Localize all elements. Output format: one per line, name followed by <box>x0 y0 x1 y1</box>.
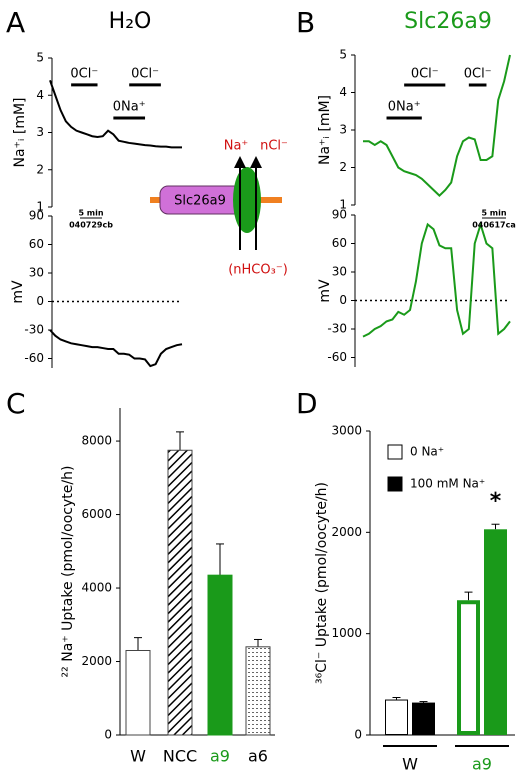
condition-label: 0Na⁺ <box>388 100 421 115</box>
y-tick-label: 30 <box>332 265 347 279</box>
recording-id: 040617ca <box>472 221 516 230</box>
y-tick-label: -30 <box>327 322 347 336</box>
trace <box>49 329 183 368</box>
x-tick-label: W <box>130 747 146 766</box>
transporter-diagram: Slc26a9 Na⁺ nCl⁻ (nHCO₃⁻) <box>150 139 288 278</box>
condition-label: 0Na⁺ <box>113 99 146 114</box>
y-tick-label: 2 <box>36 162 44 176</box>
bar <box>125 649 151 736</box>
y-tick-label: 90 <box>29 209 44 223</box>
y-tick-label: 60 <box>332 236 347 250</box>
recording-id: 040729cb <box>69 221 113 230</box>
legend-label: 100 mM Na⁺ <box>410 477 485 491</box>
y-tick-label: 5 <box>339 48 347 62</box>
y-tick-label: 1 <box>339 198 347 212</box>
bar <box>457 600 480 736</box>
y-axis-label: Na⁺ᵢ [mM] <box>317 95 333 165</box>
condition-label: 0Cl⁻ <box>70 66 98 81</box>
y-tick-label: 30 <box>29 266 44 280</box>
y-tick-label: -60 <box>327 350 347 364</box>
panel-label: B <box>296 6 315 39</box>
arrowhead <box>250 156 262 168</box>
condition-label: 0Cl⁻ <box>131 66 159 81</box>
bar <box>412 702 435 735</box>
y-axis-label: ³⁶Cl⁻ Uptake (pmol/oocyte/h) <box>314 482 330 684</box>
panel-label: D <box>296 387 318 420</box>
arrowhead <box>234 156 246 168</box>
condition-label: 0Cl⁻ <box>464 67 492 82</box>
y-tick-label: 2000 <box>81 654 112 668</box>
y-tick-label: 3 <box>339 123 347 137</box>
chart-title: Slc26a9 <box>404 9 492 34</box>
legend-label: 0 Na⁺ <box>410 445 444 459</box>
y-axis-label: Na⁺ᵢ [mM] <box>12 97 28 167</box>
y-tick-label: 0 <box>36 294 44 308</box>
panel-label: A <box>6 6 25 39</box>
y-tick-label: 5 <box>36 51 44 65</box>
condition-label: 0Cl⁻ <box>411 67 439 82</box>
y-axis-label: mV <box>10 280 26 304</box>
bar <box>245 646 271 736</box>
x-tick-label: a9 <box>210 747 230 766</box>
trace <box>362 221 511 338</box>
y-tick-label: 2 <box>339 160 347 174</box>
x-tick-label: W <box>402 755 418 774</box>
x-tick-label: a6 <box>248 747 268 766</box>
scale-label: 5 min <box>78 209 103 218</box>
bar <box>207 574 233 736</box>
y-tick-label: 8000 <box>81 434 112 448</box>
ion-label: (nHCO₃⁻) <box>228 263 288 278</box>
bar <box>167 449 193 736</box>
scale-label: 5 min <box>481 209 506 218</box>
y-tick-label: 0 <box>104 728 112 742</box>
ion-label: Na⁺ <box>224 139 249 154</box>
y-tick-label: 6000 <box>81 507 112 521</box>
y-tick-label: 60 <box>29 237 44 251</box>
y-tick-label: 3 <box>36 125 44 139</box>
y-tick-label: 0 <box>339 293 347 307</box>
legend-swatch <box>387 476 403 492</box>
chart-title: H₂O <box>109 9 152 34</box>
trace <box>363 54 511 198</box>
significance: * <box>490 489 502 514</box>
y-tick-label: 4 <box>339 85 347 99</box>
y-axis-label: mV <box>317 279 333 303</box>
trace <box>49 80 182 149</box>
legend-swatch <box>387 444 403 460</box>
bar <box>385 699 408 735</box>
protein-label: Slc26a9 <box>174 194 226 209</box>
y-axis-label: ²² Na⁺ Uptake (pmol/oocyte/h) <box>60 466 76 678</box>
y-tick-label: 2000 <box>331 525 362 539</box>
y-tick-label: 1 <box>36 200 44 214</box>
y-tick-label: 1000 <box>331 626 362 640</box>
y-tick-label: -60 <box>24 351 44 365</box>
y-tick-label: 3000 <box>331 424 362 438</box>
panel-label: C <box>6 387 26 420</box>
y-tick-label: 4 <box>36 88 44 102</box>
y-tick-label: 90 <box>332 208 347 222</box>
x-tick-label: a9 <box>472 755 492 774</box>
y-tick-label: 0 <box>354 728 362 742</box>
ion-label: nCl⁻ <box>260 139 288 154</box>
x-tick-label: NCC <box>163 747 197 766</box>
y-tick-label: 4000 <box>81 581 112 595</box>
bar <box>484 529 507 735</box>
y-tick-label: -30 <box>24 323 44 337</box>
